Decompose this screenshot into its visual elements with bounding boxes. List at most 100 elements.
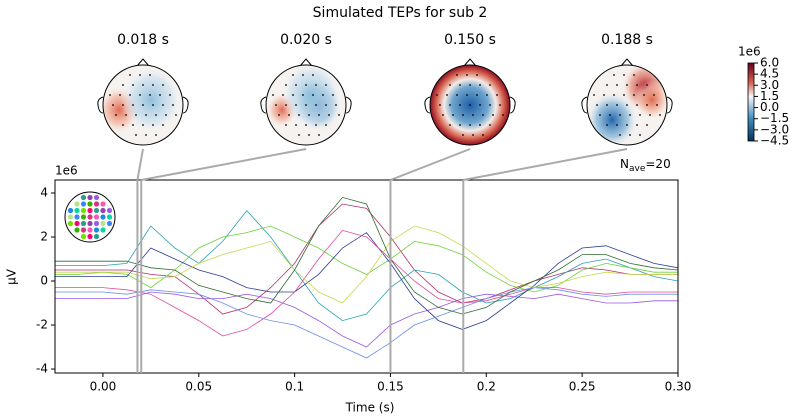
- topomap: [266, 65, 346, 145]
- sensor-dot: [636, 124, 638, 126]
- sensor-dot: [449, 124, 451, 126]
- topomap-title: 0.150 s: [444, 32, 496, 48]
- sensor-dot: [325, 104, 327, 106]
- sensor-dot: [87, 201, 93, 207]
- topomap-blob: [634, 80, 667, 120]
- ear: [666, 96, 673, 114]
- sensor-dot: [106, 220, 113, 227]
- sensor-dot: [305, 124, 307, 126]
- topomap: [430, 65, 510, 145]
- trace: [55, 229, 678, 337]
- head-outline: [429, 64, 511, 146]
- sensor-dot: [462, 134, 464, 136]
- colorbar-tick-label: 6.0: [760, 56, 779, 70]
- sensor-dot: [476, 74, 478, 76]
- sensor-dot: [613, 94, 615, 96]
- ear: [97, 96, 104, 114]
- sensor-dot: [656, 104, 658, 106]
- y-tick-label: 2: [40, 229, 48, 243]
- sensor-dot: [496, 94, 498, 96]
- sensor-dot: [93, 201, 100, 207]
- sensor-dot: [325, 84, 327, 86]
- y-tick-label: 0: [40, 274, 48, 288]
- sensor-dot: [122, 84, 124, 86]
- sensor-dot: [623, 74, 625, 76]
- sensor-dot: [80, 194, 87, 201]
- sensor-dot: [643, 94, 645, 96]
- ear: [345, 96, 352, 114]
- sensor-dot: [162, 124, 164, 126]
- sensor-dot: [155, 114, 157, 116]
- sensor-dot: [93, 233, 100, 240]
- sensor-dot: [162, 104, 164, 106]
- sensor-dot: [100, 214, 106, 220]
- sensor-dot: [633, 74, 635, 76]
- sensor-dot: [649, 114, 651, 116]
- sensor-dot: [479, 104, 481, 106]
- sensor-dot: [87, 194, 93, 201]
- colorbar-tick-label: 1.5: [760, 89, 779, 103]
- sensor-dot: [335, 104, 337, 106]
- sensor-dot: [285, 124, 287, 126]
- sensor-dot: [479, 124, 481, 126]
- topomap: [103, 65, 183, 145]
- sensor-dot: [502, 114, 504, 116]
- sensor-dot: [295, 84, 297, 86]
- sensor-dot: [469, 104, 471, 106]
- sensor-dot: [115, 114, 117, 116]
- trace: [55, 196, 678, 315]
- sensor-dot: [626, 124, 628, 126]
- sensor-dot: [616, 84, 618, 86]
- sensor-dot: [175, 114, 177, 116]
- sensor-dot: [489, 124, 491, 126]
- sensor-dot: [278, 114, 280, 116]
- sensor-dot: [106, 207, 113, 214]
- sensor-dot: [80, 214, 87, 220]
- sensor-dot: [272, 94, 274, 96]
- sensor-dot: [87, 220, 93, 227]
- nose: [136, 58, 150, 67]
- trace: [55, 287, 678, 359]
- sensor-dot: [106, 214, 113, 220]
- sensor-dot: [616, 104, 618, 106]
- sensor-dot: [482, 114, 484, 116]
- sensor-dot: [646, 124, 648, 126]
- sensor-dot: [87, 207, 93, 214]
- sensor-dot: [93, 214, 100, 220]
- sensor-dot: [609, 114, 611, 116]
- sensor-dot: [646, 84, 648, 86]
- plot-frame: [54, 179, 679, 374]
- sensor-dot: [100, 227, 106, 233]
- ear: [509, 96, 516, 114]
- sensor-dot: [132, 84, 134, 86]
- topomap-title: 0.018 s: [117, 32, 169, 48]
- sensor-dot: [305, 84, 307, 86]
- topomap-title: 0.188 s: [601, 32, 653, 48]
- sensor-dot: [109, 94, 111, 96]
- sensor-dot: [93, 207, 100, 214]
- y-tick-label: -4: [36, 362, 48, 376]
- colorbar-tick-label: 3.0: [760, 78, 779, 92]
- sensor-dot: [452, 114, 454, 116]
- ear: [581, 96, 588, 114]
- colorbar-tick-label: −1.5: [760, 111, 789, 125]
- sensor-dot: [74, 201, 80, 207]
- sensor-dot: [469, 124, 471, 126]
- sensor-dot: [636, 104, 638, 106]
- nose: [463, 58, 477, 67]
- sensor-dot: [93, 194, 100, 201]
- colorbar-label: 1e6: [738, 45, 761, 59]
- y-axis-label: µV: [5, 268, 19, 285]
- x-tick-label: 0.2: [477, 380, 496, 394]
- sensor-dot: [308, 114, 310, 116]
- sensor-dot: [93, 220, 100, 227]
- ear: [182, 96, 189, 114]
- sensor-dot: [74, 207, 80, 214]
- sensor-dot: [288, 114, 290, 116]
- colorbar-tick-label: −3.0: [760, 122, 789, 136]
- sensor-dot: [298, 114, 300, 116]
- sensor-dot: [322, 94, 324, 96]
- sensor-dot: [100, 220, 106, 227]
- sensor-dot: [619, 114, 621, 116]
- x-axis-label: Time (s): [345, 401, 395, 415]
